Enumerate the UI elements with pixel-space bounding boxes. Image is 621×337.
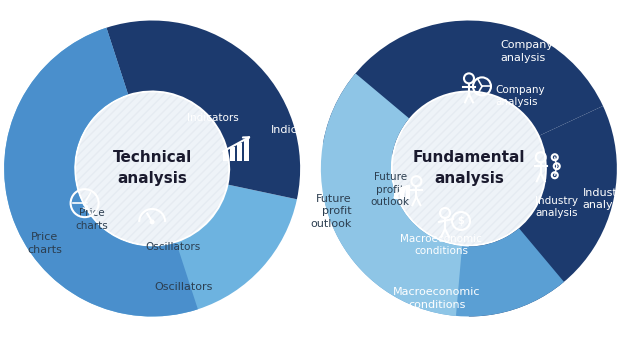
Wedge shape: [106, 21, 300, 199]
Text: Price
charts: Price charts: [75, 208, 108, 231]
Bar: [406, 185, 410, 199]
Text: Price
charts: Price charts: [27, 233, 62, 255]
Text: Future
profit
outlook: Future profit outlook: [310, 194, 351, 228]
Text: Company
analysis: Company analysis: [495, 85, 545, 108]
Bar: [401, 189, 404, 199]
Circle shape: [393, 92, 545, 245]
Text: Indicators: Indicators: [187, 113, 238, 123]
Wedge shape: [4, 28, 297, 316]
Circle shape: [150, 219, 155, 224]
Circle shape: [76, 92, 228, 245]
Text: Industry
analysis: Industry analysis: [583, 188, 621, 210]
Text: $: $: [81, 201, 88, 211]
Text: Macroeconomic
conditions: Macroeconomic conditions: [400, 234, 482, 256]
Text: $: $: [458, 216, 465, 226]
Text: Indicators: Indicators: [271, 125, 326, 135]
Text: Oscillators: Oscillators: [145, 242, 201, 252]
Wedge shape: [321, 73, 462, 316]
Bar: [222, 151, 228, 161]
Circle shape: [393, 92, 545, 245]
Bar: [230, 147, 235, 161]
Circle shape: [76, 92, 228, 245]
Text: Oscillators: Oscillators: [155, 282, 213, 292]
Bar: [394, 193, 399, 199]
Wedge shape: [469, 106, 617, 316]
Text: Macroeconomic
conditions: Macroeconomic conditions: [393, 287, 481, 310]
Text: Future
profit
outlook: Future profit outlook: [371, 172, 410, 207]
Wedge shape: [323, 21, 603, 155]
Text: Company
analysis: Company analysis: [500, 40, 553, 63]
Bar: [237, 143, 242, 161]
Wedge shape: [4, 28, 198, 316]
Text: Industry
analysis: Industry analysis: [535, 196, 578, 218]
Wedge shape: [323, 182, 564, 316]
Bar: [243, 139, 248, 161]
Text: Fundamental
analysis: Fundamental analysis: [412, 151, 525, 186]
Text: Technical
analysis: Technical analysis: [112, 151, 192, 186]
